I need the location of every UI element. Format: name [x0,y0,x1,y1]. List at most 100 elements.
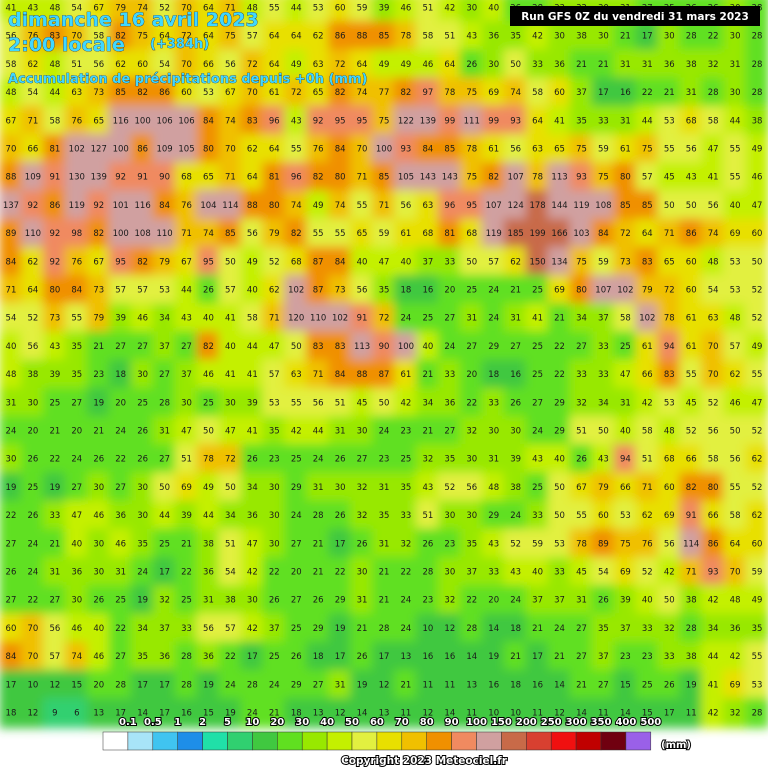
precip-cell [174,500,199,531]
grid-value: 21 [532,624,543,634]
precip-cell [108,331,133,362]
precip-cell [679,190,704,221]
precip-cell [745,641,768,672]
grid-value: 22 [642,88,653,98]
grid-value: 70 [357,145,368,155]
precip-cell [591,246,616,277]
precip-cell [547,472,572,503]
precip-cell [569,528,594,559]
precip-cell [701,274,726,306]
precip-cell [635,274,660,306]
grid-value: 71 [357,173,368,183]
grid-value: 21 [620,32,631,42]
precip-cell [503,444,528,475]
grid-value: 28 [313,511,324,521]
grid-value: 79 [93,314,104,324]
grid-value: 27 [291,596,302,606]
precip-cell [701,613,726,644]
legend-swatch [401,731,427,751]
precip-cell [42,246,67,277]
grid-value: 24 [137,568,148,578]
precip-cell [306,190,331,221]
grid-value: 70 [730,568,741,578]
precip-cell [459,697,484,729]
precip-cell [525,387,550,418]
precip-cell [108,21,133,52]
grid-value: 78 [466,145,477,155]
precip-cell [240,303,265,334]
precip-cell [218,0,243,24]
grid-value: 84 [598,229,609,239]
grid-value: 59 [532,539,543,549]
precip-cell [64,77,89,108]
precip-cell [196,387,221,418]
precip-cell [503,303,528,334]
legend-swatch [451,731,477,751]
precip-cell [459,585,484,616]
precip-cell [108,669,133,700]
legend-label: 30 [295,717,309,728]
grid-value: 39 [115,314,126,324]
precip-cell [42,697,67,729]
grid-value: 22 [269,568,280,578]
grid-value: 100 [113,229,129,239]
legend-label: 250 [541,717,562,728]
precip-cell [503,613,528,644]
precip-cell [328,444,353,475]
precip-cell [481,133,506,165]
precip-cell [108,162,133,193]
grid-value: 75 [379,116,390,126]
grid-value: 63 [708,314,719,324]
grid-value: 17 [532,652,543,662]
precip-cell [679,133,704,165]
grid-value: 22 [115,455,126,465]
precip-cell [306,162,331,193]
grid-value: 67 [93,4,104,14]
precip-cell [415,359,440,390]
precip-cell [481,303,506,334]
precip-cell [240,133,265,165]
grid-value: 48 [49,4,60,14]
grid-value: 72 [247,60,258,70]
precip-cell [657,387,682,418]
grid-value: 68 [181,173,192,183]
precip-cell [437,500,462,531]
precip-cell [20,21,45,52]
precip-cell [657,218,682,249]
precip-cell [328,0,353,24]
grid-value: 43 [686,173,697,183]
precip-cell [20,133,45,165]
precip-cell [42,387,67,418]
grid-value: 49 [401,60,412,70]
grid-value: 95 [115,257,126,267]
grid-value: 31 [576,596,587,606]
grid-value: 29 [313,624,324,634]
grid-value: 34 [422,398,433,408]
precip-cell [701,500,726,531]
precip-cell [350,133,375,165]
grid-value: 15 [620,680,631,690]
grid-value: 39 [510,455,521,465]
precip-cell [306,303,331,334]
precip-cell [152,274,177,306]
precip-cell [0,528,23,559]
precip-cell [591,500,616,531]
grid-value: 97 [422,88,433,98]
precip-cell [547,669,572,700]
precip-cell [196,415,221,447]
precip-cell [723,274,748,306]
precip-cell [569,218,594,249]
precip-cell [108,641,133,672]
precip-cell [42,303,67,334]
precip-cell [393,613,418,644]
grid-value: 51 [422,511,433,521]
grid-value: 20 [466,370,477,380]
precip-cell [64,105,89,136]
grid-value: 55 [576,511,587,521]
grid-value: 71 [379,201,390,211]
grid-value: 37 [554,596,565,606]
grid-value: 9 [52,709,57,719]
grid-value: 70 [181,60,192,70]
precip-cell [437,133,462,165]
precip-cell [86,105,111,136]
